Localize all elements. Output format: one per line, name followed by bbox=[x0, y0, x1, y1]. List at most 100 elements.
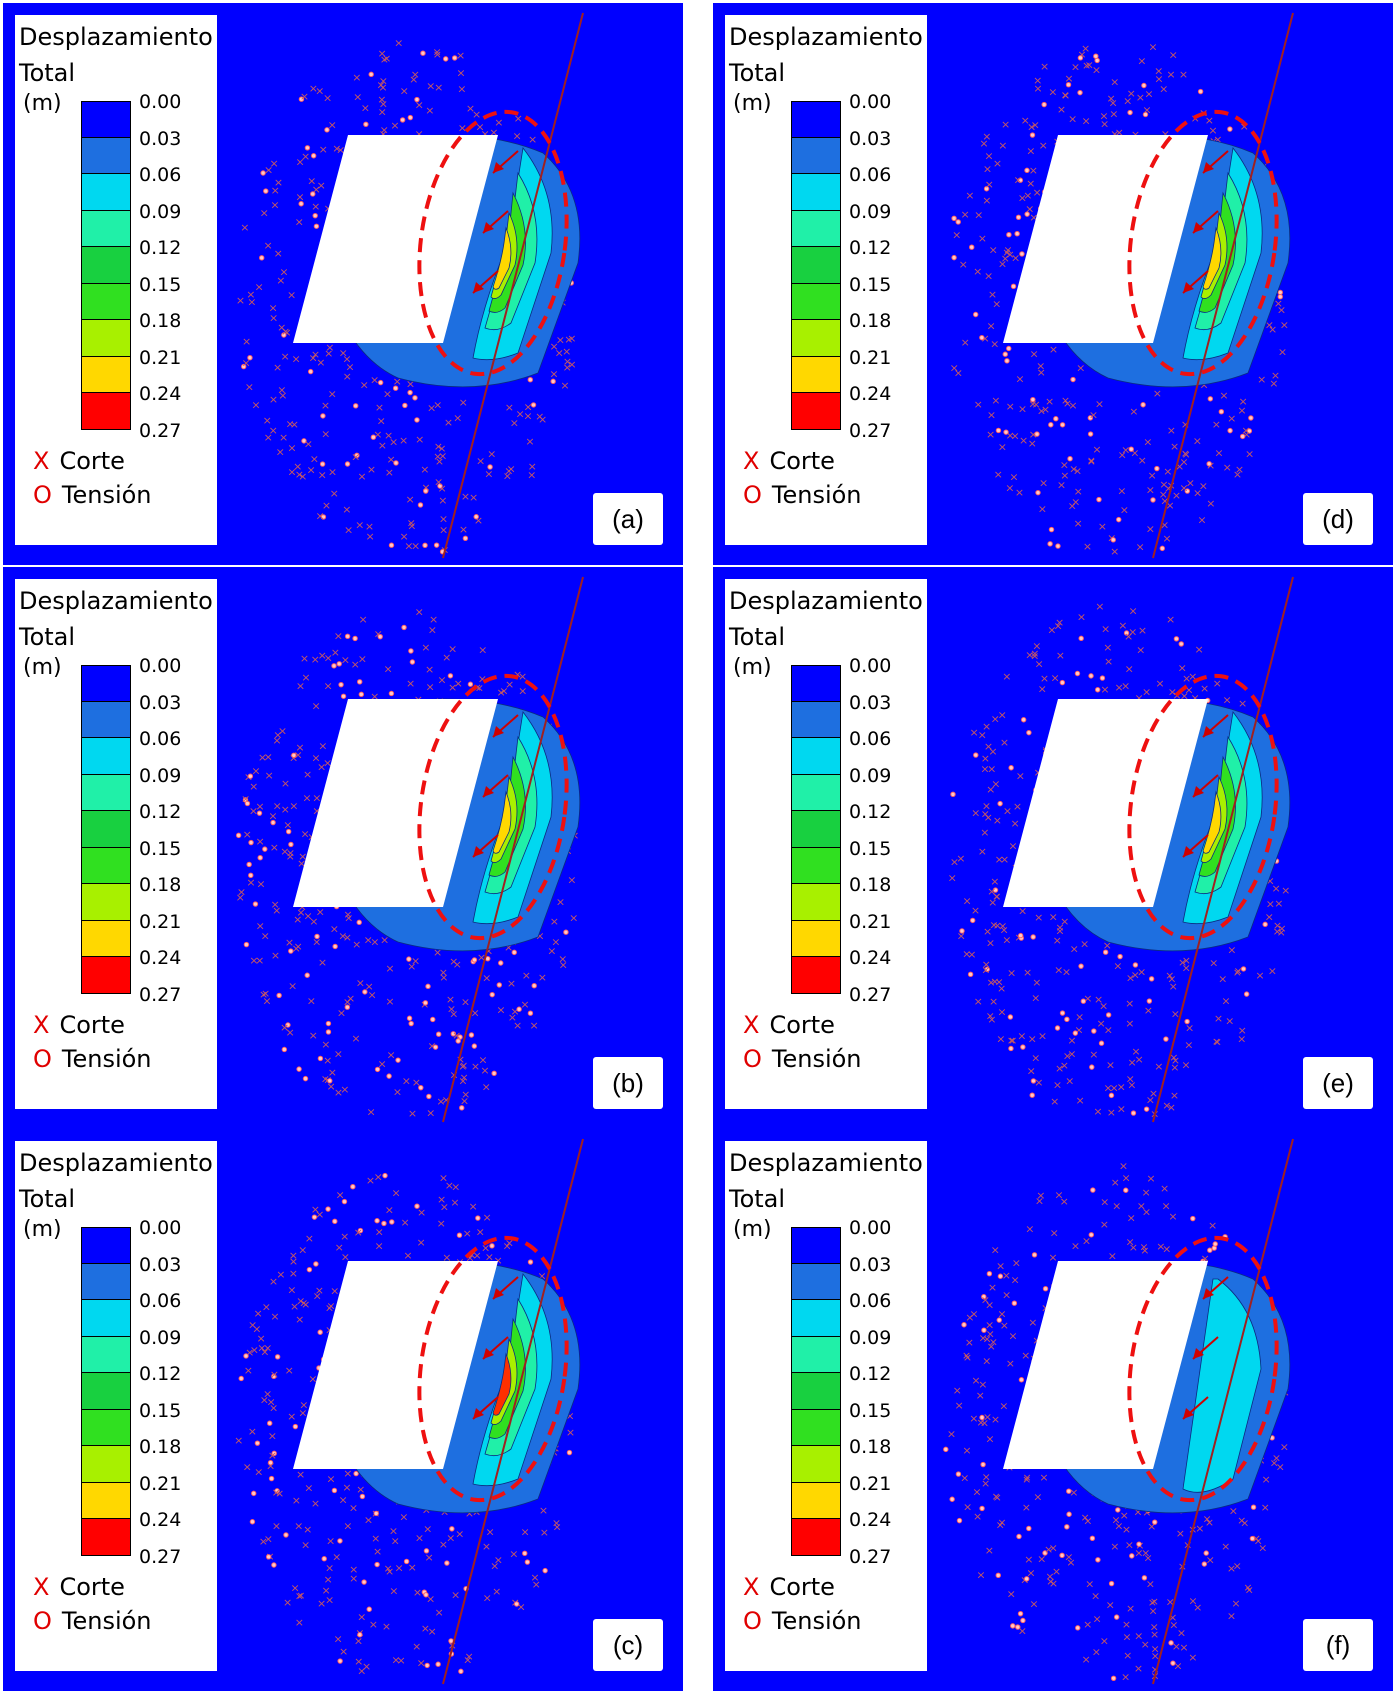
shear-marker: × bbox=[1227, 412, 1236, 425]
shear-marker: × bbox=[1074, 517, 1083, 530]
shear-marker: × bbox=[569, 911, 578, 924]
shear-marker: × bbox=[437, 442, 446, 455]
shear-marker: × bbox=[421, 641, 430, 654]
legend-shear: X Corte bbox=[33, 1573, 125, 1601]
shear-marker: × bbox=[1169, 49, 1178, 62]
shear-marker: × bbox=[287, 441, 296, 454]
shear-marker: × bbox=[439, 1538, 448, 1551]
shear-marker: × bbox=[1118, 449, 1127, 462]
shear-marker: × bbox=[474, 514, 483, 527]
shear-marker: × bbox=[1261, 1501, 1270, 1514]
shear-marker: × bbox=[1006, 248, 1015, 261]
shear-marker: × bbox=[287, 1410, 296, 1423]
shear-marker: × bbox=[1076, 362, 1085, 375]
shear-marker: × bbox=[480, 1064, 489, 1077]
shear-marker: × bbox=[1240, 120, 1249, 133]
model-panel: × × × × × × × × × × × × × × × × × × × × × × × × × × × × × × × × × × × × × × × ×… bbox=[3, 1129, 683, 1691]
shear-marker: × bbox=[1038, 502, 1047, 515]
color-swatch bbox=[81, 1336, 131, 1373]
tension-marker bbox=[455, 1038, 461, 1044]
shear-marker: × bbox=[1024, 1553, 1033, 1566]
shear-marker: × bbox=[1184, 1038, 1193, 1051]
tension-marker bbox=[1074, 670, 1081, 677]
shear-marker: × bbox=[1203, 1513, 1212, 1526]
shear-marker: × bbox=[1188, 1595, 1197, 1608]
shear-marker: × bbox=[1100, 117, 1109, 130]
shear-marker: × bbox=[997, 1005, 1006, 1018]
tension-marker bbox=[1047, 541, 1053, 547]
tension-marker bbox=[332, 943, 338, 950]
shear-marker: × bbox=[1200, 1252, 1209, 1265]
shear-marker: × bbox=[1104, 1023, 1113, 1036]
shear-marker: × bbox=[1218, 972, 1227, 985]
shear-marker: × bbox=[1026, 1566, 1035, 1579]
shear-marker: × bbox=[982, 799, 991, 812]
shear-marker: × bbox=[1115, 126, 1124, 139]
shear-marker: × bbox=[295, 1313, 304, 1326]
tension-marker bbox=[955, 1471, 962, 1477]
shear-marker: × bbox=[264, 431, 273, 444]
tension-marker bbox=[1154, 465, 1160, 472]
shear-marker: × bbox=[1063, 1050, 1072, 1063]
tension-marker bbox=[1170, 1660, 1176, 1666]
shear-marker: × bbox=[517, 1600, 526, 1613]
shear-marker: × bbox=[1008, 839, 1017, 852]
shear-marker: × bbox=[405, 493, 414, 506]
shear-marker: × bbox=[407, 960, 416, 973]
tension-marker bbox=[249, 1519, 256, 1525]
tension-marker bbox=[381, 1220, 387, 1227]
shear-marker: × bbox=[1061, 88, 1070, 101]
shear-marker: × bbox=[278, 389, 287, 402]
shear-marker: × bbox=[983, 162, 992, 175]
shear-marker: × bbox=[993, 157, 1002, 170]
shear-marker: × bbox=[986, 976, 995, 989]
tension-marker bbox=[341, 1198, 348, 1205]
shear-marker: × bbox=[1035, 657, 1044, 670]
shear-marker: × bbox=[982, 958, 991, 971]
shear-marker: × bbox=[428, 623, 437, 636]
shear-marker: × bbox=[280, 1021, 289, 1034]
shear-marker: × bbox=[1011, 252, 1020, 265]
shear-marker: × bbox=[965, 1336, 974, 1349]
shear-marker: × bbox=[993, 919, 1002, 932]
shear-marker: × bbox=[318, 956, 327, 969]
shear-marker: × bbox=[386, 453, 395, 466]
shear-marker: × bbox=[442, 1093, 451, 1106]
color-swatch bbox=[791, 665, 841, 702]
shear-marker: × bbox=[1005, 482, 1014, 495]
shear-marker-icon: X bbox=[33, 1011, 50, 1039]
legend-title-line1: Desplazamiento bbox=[19, 23, 213, 51]
shear-marker: × bbox=[956, 852, 965, 865]
shear-marker: × bbox=[269, 1402, 278, 1415]
shear-marker: × bbox=[1135, 1053, 1144, 1066]
shear-marker: × bbox=[379, 128, 388, 141]
shear-marker: × bbox=[449, 1068, 458, 1081]
tension-marker bbox=[1006, 232, 1012, 238]
shear-marker: × bbox=[1115, 681, 1124, 694]
tension-marker bbox=[430, 1016, 436, 1023]
tension-marker bbox=[321, 1556, 327, 1562]
shear-marker: × bbox=[1031, 118, 1040, 131]
shear-marker: × bbox=[1103, 939, 1112, 952]
shear-marker: × bbox=[1125, 663, 1134, 676]
shear-marker: × bbox=[296, 1589, 305, 1602]
shear-marker: × bbox=[298, 1243, 307, 1256]
tension-marker bbox=[1096, 496, 1102, 503]
shear-marker: × bbox=[307, 994, 316, 1007]
shear-marker: × bbox=[1182, 954, 1191, 967]
scale-tick-label: 0.27 bbox=[849, 983, 892, 1006]
shear-marker: × bbox=[1141, 1546, 1150, 1559]
shear-marker: × bbox=[970, 726, 979, 739]
shear-marker: × bbox=[1150, 1620, 1159, 1633]
shear-marker: × bbox=[269, 301, 278, 314]
tension-marker bbox=[310, 153, 317, 159]
highlight-ellipse bbox=[1127, 1235, 1279, 1503]
shear-marker: × bbox=[1154, 65, 1163, 78]
shear-marker: × bbox=[1126, 1602, 1135, 1615]
model-plot: ××××××××××××××××××××××××××××××××××××××××… bbox=[236, 576, 584, 1123]
shear-marker: × bbox=[445, 1179, 454, 1192]
shear-marker: × bbox=[1165, 969, 1174, 982]
tension-marker bbox=[302, 1075, 309, 1082]
shear-marker: × bbox=[1276, 1460, 1285, 1473]
shear-marker: × bbox=[505, 1236, 514, 1249]
